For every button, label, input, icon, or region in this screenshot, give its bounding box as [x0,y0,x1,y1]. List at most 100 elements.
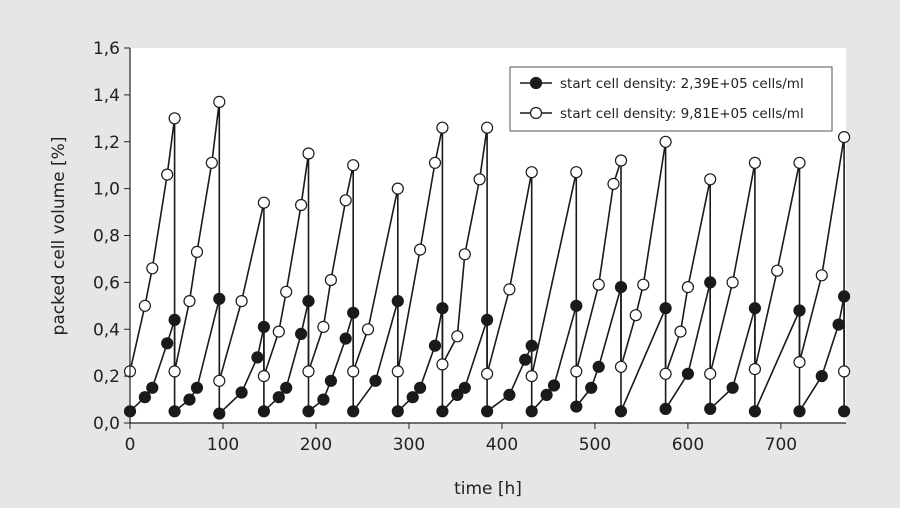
data-point [473,173,486,186]
data-point [451,388,464,401]
data-point [205,156,218,169]
data-point [614,281,628,294]
legend-marker-series-1 [529,76,543,90]
data-point [280,381,293,394]
data-point [748,156,762,169]
data-point [540,388,553,401]
data-point [391,405,404,418]
data-point [168,405,181,418]
y-tick-label: 0,2 [93,367,120,387]
x-tick-label: 400 [486,435,518,455]
data-point [525,405,538,418]
data-point [592,278,605,291]
x-tick-label: 300 [393,435,425,455]
data-point [436,358,449,371]
data-point [458,248,471,261]
series-2 [129,101,845,382]
legend-box [509,66,833,132]
data-point [771,264,784,277]
data-point [837,131,851,144]
data-point [570,365,583,378]
data-point [519,353,532,366]
data-point [428,156,442,169]
data-point [793,356,806,369]
data-point [414,243,427,256]
data-point [213,95,226,109]
data-point [458,381,471,394]
data-point [592,360,605,373]
data-point [704,173,717,186]
data-point [815,269,828,282]
data-point [436,121,449,134]
data-point [674,325,687,338]
data-point [837,365,851,378]
x-axis-title: time [h] [454,479,522,499]
data-point [659,135,672,148]
data-point [481,367,494,380]
data-point [748,363,762,376]
data-point [369,374,382,387]
ticks-layer: 0 100 200 300 400 500 600 700 0,0 0,2 0,4 0,6 0,8 1,0… [93,39,797,455]
data-point [302,405,315,418]
data-point [168,112,181,125]
data-point [547,379,561,392]
data-point [748,405,762,418]
data-point [570,400,583,413]
data-point [391,182,404,195]
x-tick-label: 600 [672,435,704,455]
data-point [168,313,181,326]
data-point [235,386,248,399]
data-point [428,339,442,352]
data-point [681,367,695,380]
data-point [168,365,181,378]
data-point [704,276,717,289]
data-point [183,393,196,406]
data-point [213,407,226,420]
data-point [257,370,270,383]
data-point [251,351,264,364]
series-layer [123,95,851,420]
data-point [146,262,159,275]
data-point [391,295,404,308]
y-axis-title: packed cell volume [%] [49,137,69,336]
data-point [190,381,204,394]
data-point [837,290,851,303]
legend-marker-series-2 [529,106,543,120]
x-tick-label: 100 [207,435,239,455]
data-point [481,405,494,418]
data-point [726,381,739,394]
data-point [414,381,427,394]
data-point [815,370,828,383]
data-point [748,302,762,315]
data-point [481,121,494,134]
data-point [570,166,583,179]
data-point [681,281,695,294]
data-point [213,374,226,387]
data-point [295,327,308,340]
data-point [436,405,449,418]
data-point [339,332,352,345]
x-tick-label: 700 [765,435,797,455]
data-point [406,391,419,404]
series-2-markers [123,95,851,387]
data-point [161,168,174,181]
data-point [317,320,330,333]
data-point [302,147,315,160]
data-point [302,295,315,308]
data-point [295,198,308,212]
data-point [704,402,717,415]
data-point [525,370,538,383]
data-point [614,405,628,418]
data-point [614,360,628,373]
legend: start cell density: 2,39E+05 cells/ml st… [509,66,833,132]
data-point [324,374,337,387]
data-point [659,402,672,415]
y-tick-label: 1,0 [93,180,120,200]
x-tick-label: 0 [125,435,136,455]
data-point [272,325,285,338]
data-point [793,304,806,317]
data-point [138,299,151,312]
data-point [659,302,672,315]
data-point [324,273,337,287]
